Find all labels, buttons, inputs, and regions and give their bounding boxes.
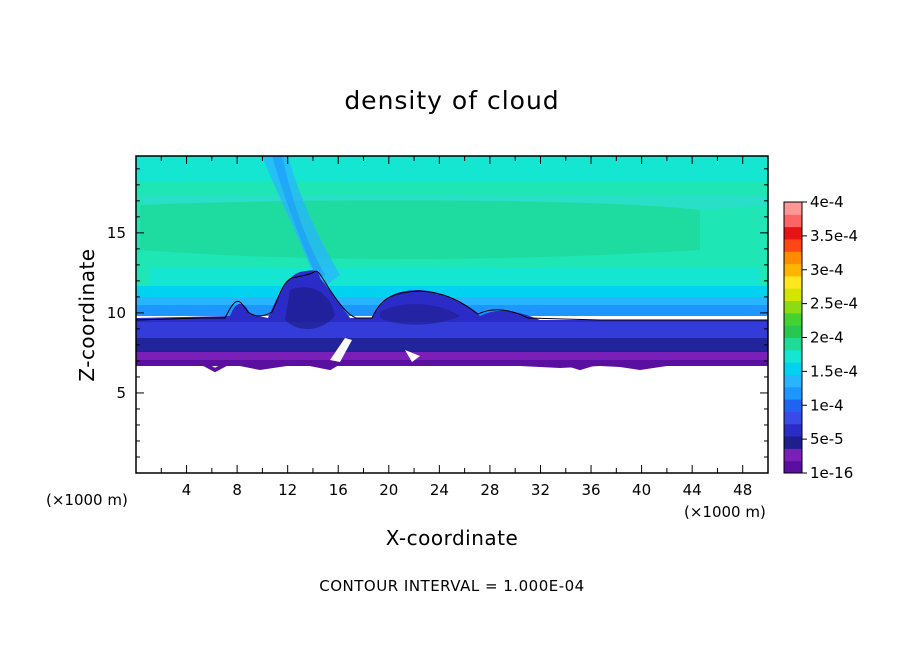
x-tick-label: 12 <box>278 481 297 499</box>
y-axis-ticks: 5 10 15 <box>107 168 768 458</box>
colorbar-label: 3.5e-4 <box>810 227 858 245</box>
x-tick-label: 48 <box>733 481 752 499</box>
colorbar-label: 1e-16 <box>810 464 853 482</box>
colorbar-label: 2.5e-4 <box>810 295 858 313</box>
x-tick-label: 16 <box>329 481 348 499</box>
colorbar-swatch <box>784 374 802 388</box>
colorbar-swatch <box>784 362 802 375</box>
x-tick-label: 20 <box>379 481 398 499</box>
colorbar: 1e-16 5e-5 1e-4 1.5e-4 2e-4 2.5e-4 3e-4 3.5e-4 4… <box>783 193 858 482</box>
colorbar-swatch <box>784 300 802 314</box>
colorbar-swatch <box>784 349 802 363</box>
x-axis-ticks: 4 8 12 16 20 24 28 32 36 40 44 48 <box>160 156 752 499</box>
y-tick-label: 15 <box>107 224 126 242</box>
colorbar-swatch <box>784 411 802 425</box>
colorbar-swatch <box>784 325 802 338</box>
colorbar-swatch <box>784 263 802 277</box>
density-field <box>136 156 768 473</box>
colorbar-swatch <box>784 214 802 228</box>
colorbar-swatch <box>784 337 802 351</box>
y-tick-label: 10 <box>107 304 126 322</box>
x-tick-label: 4 <box>182 481 192 499</box>
colorbar-swatch <box>784 460 802 474</box>
colorbar-label: 2e-4 <box>810 329 844 347</box>
x-tick-label: 32 <box>531 481 550 499</box>
x-tick-label: 28 <box>480 481 499 499</box>
colorbar-swatch <box>784 251 802 265</box>
colorbar-swatch <box>784 275 802 289</box>
x-tick-label: 40 <box>632 481 651 499</box>
colorbar-swatch <box>784 386 802 400</box>
colorbar-label: 1.5e-4 <box>810 362 858 380</box>
colorbar-swatch <box>784 436 802 449</box>
colorbar-swatch <box>784 399 802 412</box>
contour-interval-note: CONTOUR INTERVAL = 1.000E-04 <box>319 577 585 595</box>
plot-frame <box>135 155 769 474</box>
colorbar-swatch <box>784 202 802 215</box>
x-tick-label: 24 <box>430 481 449 499</box>
y-tick-label: 5 <box>116 384 126 402</box>
colorbar-swatch <box>784 448 802 462</box>
colorbar-swatch <box>784 288 802 302</box>
x-tick-label: 36 <box>581 481 600 499</box>
colorbar-label: 3e-4 <box>810 261 844 279</box>
colorbar-swatch <box>784 238 802 252</box>
x-unit-label-right: (×1000 m) <box>684 503 766 521</box>
chart-title: density of cloud <box>344 86 560 115</box>
colorbar-label: 1e-4 <box>810 396 844 414</box>
x-tick-label: 8 <box>232 481 242 499</box>
colorbar-label: 4e-4 <box>810 193 844 211</box>
colorbar-label: 5e-5 <box>810 430 844 448</box>
x-axis-label: X-coordinate <box>385 526 519 550</box>
x-unit-label-left: (×1000 m) <box>46 491 128 509</box>
colorbar-swatch <box>784 226 802 240</box>
x-tick-label: 44 <box>683 481 702 499</box>
colorbar-swatch <box>784 312 802 326</box>
colorbar-swatch <box>784 423 802 437</box>
